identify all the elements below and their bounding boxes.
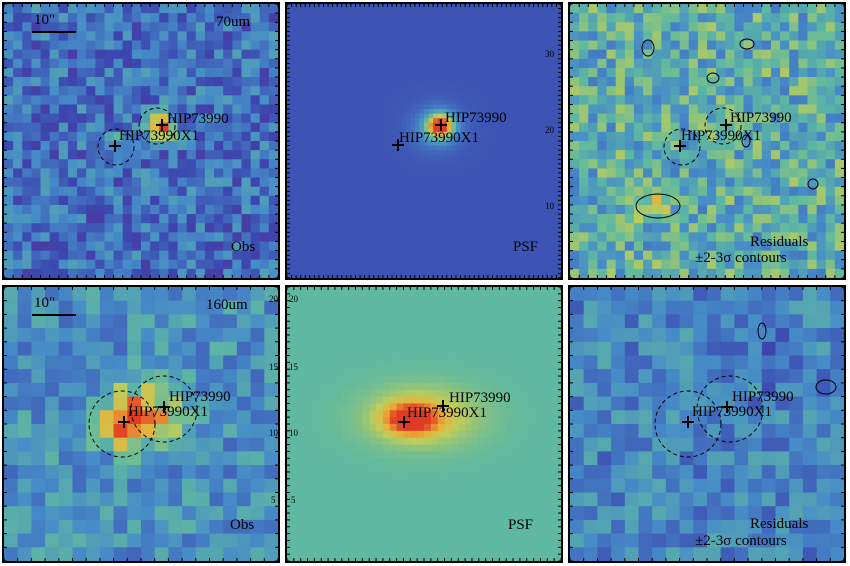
pixel-grid <box>287 4 561 278</box>
star-position-marker <box>720 119 732 131</box>
star-label-companion: HIP73990X1 <box>407 405 488 421</box>
star-label-companion: HIP73990X1 <box>399 130 480 146</box>
aperture-circle <box>138 107 176 145</box>
pixel-grid <box>570 287 844 561</box>
axis-ticks <box>570 4 844 278</box>
axis-tick-label: 10 <box>545 201 554 211</box>
axis-tick-label: 20 <box>545 125 554 135</box>
sigma-contour <box>807 178 819 190</box>
sigma-contour <box>739 38 755 50</box>
contour-note: ±2-3σ contours <box>695 533 787 549</box>
star-position-marker <box>721 401 733 413</box>
panel-70-obs: 10" 70um HIP73990 HIP73990X1 Obs <box>2 2 280 280</box>
star-label-primary: HIP73990 <box>445 110 507 126</box>
residuals-160-heatmap <box>570 287 844 561</box>
star-label-primary: HIP73990 <box>730 110 792 126</box>
axis-tick-label: 30 <box>545 49 554 59</box>
star-label-companion: HIP73990X1 <box>681 128 762 144</box>
panel-160-obs: 10" 160um HIP73990 HIP73990X1 Obs 20 15 … <box>2 285 280 563</box>
star-position-marker <box>398 416 410 428</box>
sigma-contour <box>641 39 655 57</box>
star-position-marker <box>158 401 170 413</box>
psf-70-heatmap <box>287 4 561 278</box>
axis-ticks <box>4 4 278 278</box>
axis-tick-label: 5 <box>271 495 276 505</box>
star-position-marker <box>392 139 404 151</box>
star-label-companion: HIP73990X1 <box>692 404 773 420</box>
aperture-circle <box>696 375 764 443</box>
scale-bar-label: 10" <box>34 295 56 311</box>
sigma-contour <box>815 379 837 395</box>
band-label: 160um <box>206 297 248 313</box>
pixel-grid <box>287 287 561 561</box>
star-position-marker <box>156 119 168 131</box>
pixel-grid <box>4 287 278 561</box>
star-label-companion: HIP73990X1 <box>119 128 200 144</box>
psf-160-heatmap <box>287 287 561 561</box>
scale-bar-label: 10" <box>34 12 56 28</box>
aperture-circle <box>704 107 742 145</box>
scale-bar <box>32 314 76 316</box>
panel-label: Obs <box>230 517 255 533</box>
star-position-marker <box>109 140 121 152</box>
panel-160-psf: HIP73990 HIP73990X1 PSF 20 15 10 5 <box>285 285 563 563</box>
axis-tick-label: 10 <box>289 428 298 438</box>
panel-label: Obs <box>231 239 256 255</box>
star-label-primary: HIP73990 <box>167 111 229 127</box>
obs-160-heatmap <box>4 287 278 561</box>
panel-label: Residuals <box>750 234 809 250</box>
star-label-primary: HIP73990 <box>169 389 231 405</box>
star-label-primary: HIP73990 <box>449 390 511 406</box>
sigma-contour <box>757 322 767 340</box>
panel-70-psf: HIP73990 HIP73990X1 PSF 30 20 10 <box>285 2 563 280</box>
sigma-contour <box>741 134 751 148</box>
aperture-circle <box>88 390 156 458</box>
panel-160-residuals: HIP73990 HIP73990X1 Residuals ±2-3σ cont… <box>568 285 846 563</box>
star-label-primary: HIP73990 <box>732 389 794 405</box>
sigma-contour <box>635 193 681 219</box>
star-label-companion: HIP73990X1 <box>128 404 209 420</box>
axis-tick-label: 5 <box>291 495 296 505</box>
axis-ticks <box>4 287 278 561</box>
axis-ticks <box>287 4 561 278</box>
star-position-marker <box>118 416 130 428</box>
axis-ticks <box>570 287 844 561</box>
pixel-grid <box>4 4 278 278</box>
axis-tick-label: 15 <box>289 362 298 372</box>
axis-tick-label: 10 <box>269 428 278 438</box>
aperture-circle <box>654 390 722 458</box>
contour-note: ±2-3σ contours <box>695 250 787 266</box>
band-label: 70um <box>216 14 251 30</box>
panel-label: PSF <box>508 517 534 533</box>
axis-tick-label: 15 <box>269 362 278 372</box>
star-position-marker <box>437 400 449 412</box>
aperture-circle <box>663 128 701 166</box>
axis-ticks <box>287 287 561 561</box>
pixel-grid <box>570 4 844 278</box>
aperture-circle <box>130 375 198 443</box>
axis-tick-label: 20 <box>269 294 278 304</box>
sigma-contour <box>706 72 720 84</box>
panel-label: Residuals <box>750 516 809 532</box>
residuals-70-heatmap <box>570 4 844 278</box>
panel-70-residuals: HIP73990 HIP73990X1 Residuals ±2-3σ cont… <box>568 2 846 280</box>
star-position-marker <box>682 416 694 428</box>
axis-tick-label: 20 <box>289 294 298 304</box>
panel-label: PSF <box>513 239 539 255</box>
star-position-marker <box>435 119 447 131</box>
obs-70-heatmap <box>4 4 278 278</box>
aperture-circle <box>97 128 135 166</box>
star-position-marker <box>674 140 686 152</box>
scale-bar <box>32 31 76 33</box>
